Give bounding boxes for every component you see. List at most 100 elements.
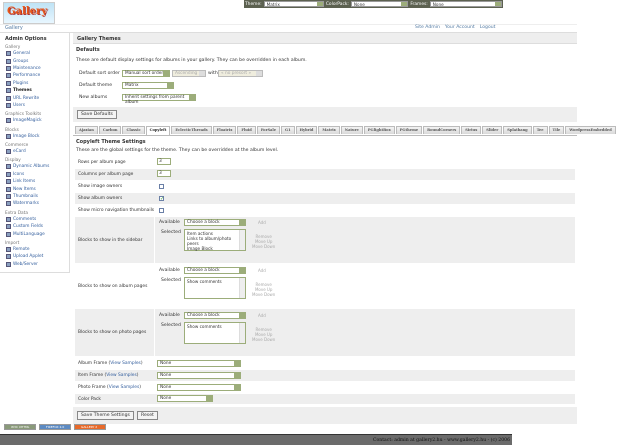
sidebar-item-groups[interactable]: Groups [5,57,64,64]
tab-siriux[interactable]: Siriux [461,126,482,134]
xhtml-badge[interactable]: W3C XHTML 1.0 [4,424,36,433]
sidebar-item-icons[interactable]: Icons [5,171,64,178]
sidebar-remove-button[interactable]: Remove [255,234,272,239]
tab-slider[interactable]: Slider [482,126,503,134]
presort-select[interactable]: « no presort » [218,70,263,77]
selected-block[interactable]: Item actions [187,231,213,236]
selected-block[interactable]: Show comments [187,324,222,329]
tab-fluid[interactable]: Fluid [237,126,256,134]
sidebar-item-link-items[interactable]: Link Items [5,178,64,185]
sidebar-item-url-rewrite[interactable]: URL Rewrite [5,94,64,101]
site-admin-link[interactable]: Site Admin [415,25,440,30]
tab-tile[interactable]: Tile [548,126,565,134]
photo-frame-select[interactable]: None [157,384,241,391]
gallery-badge[interactable]: GALLERY 2 [74,424,106,430]
sidebar-item-users[interactable]: Users [5,102,64,109]
tab-matrix[interactable]: Matrix [318,126,340,134]
sidebar-item-watermarks[interactable]: Watermarks [5,200,64,207]
firefox-badge[interactable]: FIREFOX 2.0 [39,424,71,430]
sidebar-item-multilanguage[interactable]: MultiLanguage [5,230,64,237]
sidebar-item-custom-fields[interactable]: Custom Fields [5,223,64,230]
album-move-up-button[interactable]: Move Up [254,287,273,292]
sidebar-item-new-items[interactable]: New Items [5,185,64,192]
sidebar-available-select[interactable]: Choose a block [184,219,246,226]
tab-hybrid[interactable]: Hybrid [295,126,318,134]
logout-link[interactable]: Logout [479,25,496,30]
tab-pgtheme[interactable]: PGtheme [395,126,423,134]
sidebar-item-dynamic-albums[interactable]: Dynamic Albums [5,163,64,170]
sidebar-item-image-block[interactable]: Image Block [5,133,64,140]
gallery-logo[interactable]: Gallery [3,2,55,24]
tab-eclecticthreads[interactable]: EclecticThreads [171,126,212,134]
tab-roundcorners[interactable]: RoundCorners [423,126,461,134]
album-selected-list[interactable]: Show comments [184,277,246,299]
badges: W3C XHTML 1.0 FIREFOX 2.0 GALLERY 2 [4,424,106,433]
photo-available-select[interactable]: Choose a block [184,312,246,319]
tab-classic[interactable]: Classic [122,126,145,134]
new-albums-select[interactable]: Inherit settings from parent album [122,94,196,105]
admin-sidebar: Admin Options Gallery General Groups Mainten… [0,33,70,273]
tab-splatbang[interactable]: Splatbang [503,126,532,134]
sidebar-item-upload-applet[interactable]: Upload Applet [5,253,64,260]
sidebar-item-web-server[interactable]: Web/Server [5,261,64,268]
tab-forsale[interactable]: ForSale [256,126,281,134]
show-image-owners-checkbox[interactable] [159,184,164,189]
breadcrumb-gallery[interactable]: Gallery [5,25,23,31]
photo-remove-button[interactable]: Remove [255,327,272,332]
sidebar-item-remote[interactable]: Remote [5,246,64,253]
sidebar-item-imagemagick[interactable]: ImageMagick [5,117,64,124]
item-frame-select[interactable]: None [157,372,241,379]
sort-order-select[interactable]: Manual sort order [122,70,170,77]
album-frame-select[interactable]: None [157,360,241,367]
tab-tee[interactable]: Tee [532,126,548,134]
album-move-down-button[interactable]: Move Down [252,292,276,297]
photo-add-button[interactable]: Add [258,313,266,318]
columns-per-page-input[interactable]: 3 [157,170,171,177]
sidebar-item-ecard[interactable]: eCard [5,148,64,155]
sidebar-item-comments[interactable]: Comments [5,216,64,223]
tab-ajaxian[interactable]: Ajaxian [75,126,98,134]
sidebar-move-up-button[interactable]: Move Up [254,239,273,244]
tab-carbon[interactable]: Carbon [98,126,122,134]
sidebar-item-general[interactable]: General [5,50,64,57]
tab-floatrix[interactable]: Floatrix [212,126,237,134]
selected-block[interactable]: Links to album/photo peers [187,236,232,246]
sidebar-selected-list[interactable]: Item actions Links to album/photo peers Im… [184,229,246,251]
show-album-owners-checkbox[interactable]: ✓ [159,196,165,202]
tab-g1[interactable]: G1 [281,126,295,134]
sort-direction-select[interactable]: Ascending [172,70,206,77]
tab-nature[interactable]: Nature [340,126,363,134]
show-micro-nav-checkbox[interactable] [159,208,164,213]
album-frame-view-samples-link[interactable]: View Samples [110,361,141,366]
tab-wordpressembedded[interactable]: WordpressEmbedded [565,126,616,134]
photo-selected-list[interactable]: Show comments [184,322,246,344]
tab-pglightbox[interactable]: PGlightBox [363,126,395,134]
rows-per-page-input[interactable]: 3 [157,158,171,165]
photo-move-down-button[interactable]: Move Down [252,337,276,342]
sidebar-item-thumbnails[interactable]: Thumbnails [5,193,64,200]
save-theme-settings-button[interactable]: Save Theme Settings [77,411,134,420]
selected-block[interactable]: Show comments [187,279,222,284]
sidebar-item-performance[interactable]: Performance [5,72,64,79]
save-defaults-button[interactable]: Save Defaults [77,110,117,119]
sidebar-move-down-button[interactable]: Move Down [252,244,276,249]
colorpack-select[interactable]: None [350,1,409,7]
sidebar-item-maintenance[interactable]: Maintenance [5,65,64,72]
tab-copyleft[interactable]: Copyleft [145,126,171,135]
default-theme-select[interactable]: Matrix [122,82,174,89]
photo-frame-view-samples-link[interactable]: View Samples [108,385,140,390]
your-account-link[interactable]: Your Account [444,25,475,30]
sidebar-item-plugins[interactable]: Plugins [5,80,64,87]
album-remove-button[interactable]: Remove [255,282,272,287]
reset-button[interactable]: Reset [137,411,158,420]
photo-move-up-button[interactable]: Move Up [254,332,273,337]
sidebar-add-button[interactable]: Add [258,220,266,225]
selected-block[interactable]: Image Block [187,246,213,251]
item-frame-view-samples-link[interactable]: View Samples [106,373,137,378]
album-available-select[interactable]: Choose a block [184,267,246,274]
frames-select[interactable]: None [429,1,502,7]
theme-select[interactable]: Matrix [263,1,324,7]
album-add-button[interactable]: Add [258,268,266,273]
sidebar-item-themes[interactable]: Themes [5,87,64,94]
color-pack-select[interactable]: None [157,395,213,402]
